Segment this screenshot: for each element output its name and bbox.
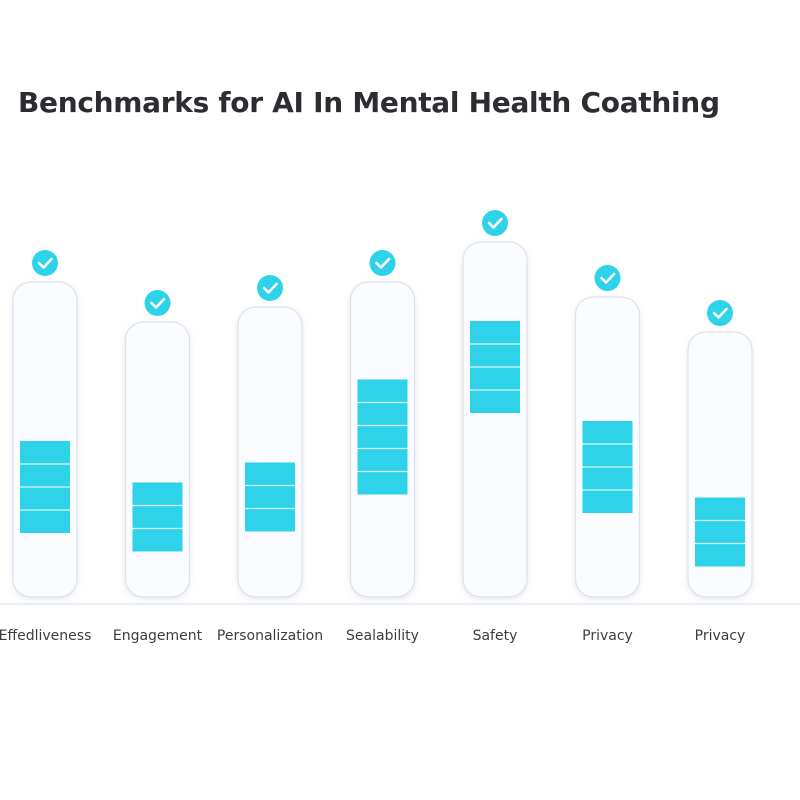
category-label: Engagement — [113, 628, 203, 644]
check-icon — [369, 250, 396, 276]
check-icon — [482, 210, 508, 236]
check-icon — [32, 250, 58, 276]
category-label: Effedliveness — [0, 628, 91, 644]
category-label: Privacy — [695, 628, 746, 644]
check-icon — [144, 290, 171, 316]
bar — [357, 379, 408, 495]
bars-layer — [12, 210, 753, 598]
bar-column — [124, 321, 191, 598]
chart-title: Benchmarks for AI In Mental Health Coath… — [18, 86, 720, 119]
bar — [132, 482, 183, 552]
check-icon — [707, 300, 733, 326]
bar-column — [237, 306, 303, 598]
bar-column — [12, 281, 78, 598]
bar-fill — [695, 497, 745, 567]
category-label: Privacy — [582, 628, 633, 644]
bar — [245, 462, 295, 532]
bar — [470, 321, 520, 413]
bar-fill — [245, 462, 295, 532]
bar — [20, 441, 70, 533]
check-icon — [257, 275, 283, 301]
category-label: Personalization — [217, 628, 323, 644]
check-icon — [594, 265, 621, 291]
bar-column — [462, 241, 528, 598]
category-label: Sealability — [346, 628, 419, 644]
bar-fill — [357, 379, 408, 495]
bar — [695, 497, 745, 567]
bar-fill — [132, 482, 183, 552]
category-label: Safety — [473, 628, 518, 644]
bar — [582, 421, 633, 513]
labels-layer: Effedliveness Engagement Personalization Se… — [0, 628, 745, 644]
